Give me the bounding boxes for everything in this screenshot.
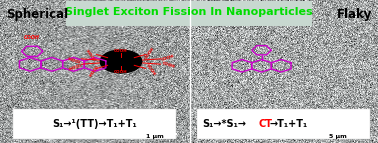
Text: →T₁+T₁: →T₁+T₁: [270, 119, 308, 129]
Text: Spherical: Spherical: [6, 8, 68, 21]
Text: COOH: COOH: [67, 61, 81, 69]
Text: COOH: COOH: [161, 61, 175, 69]
Text: COOH: COOH: [145, 46, 156, 60]
Text: COOH: COOH: [67, 54, 81, 62]
Text: COOH: COOH: [145, 63, 156, 77]
Text: COOH: COOH: [86, 46, 97, 60]
Text: Singlet Exciton Fission In Nanoparticles: Singlet Exciton Fission In Nanoparticles: [65, 7, 313, 17]
Text: Flaky: Flaky: [337, 8, 372, 21]
Text: S₁→*S₁→: S₁→*S₁→: [202, 119, 246, 129]
Text: 5 μm: 5 μm: [330, 134, 347, 139]
FancyBboxPatch shape: [197, 109, 370, 139]
Text: COOH: COOH: [114, 70, 128, 74]
Ellipse shape: [100, 50, 142, 73]
Text: S₁→¹(TT)→T₁+T₁: S₁→¹(TT)→T₁+T₁: [52, 119, 137, 129]
FancyBboxPatch shape: [13, 109, 176, 139]
Text: CT: CT: [258, 119, 272, 129]
Text: COOH: COOH: [86, 63, 97, 77]
Text: COOH: COOH: [24, 35, 40, 40]
Text: COOH: COOH: [161, 54, 175, 62]
FancyBboxPatch shape: [66, 1, 312, 26]
Text: COOH: COOH: [114, 49, 128, 53]
Text: 1 μm: 1 μm: [146, 134, 164, 139]
